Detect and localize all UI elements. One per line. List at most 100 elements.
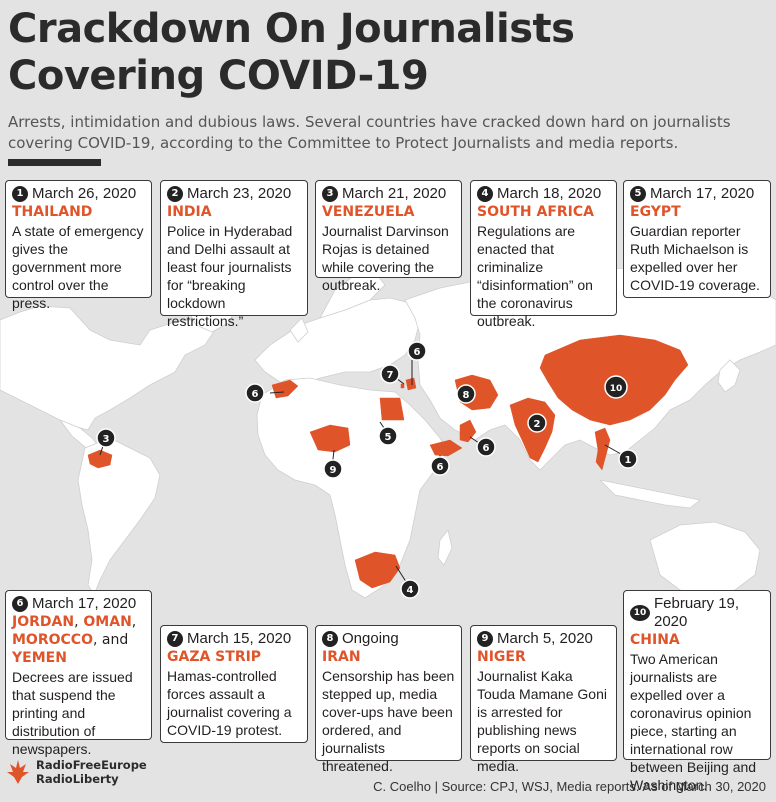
card-date: March 17, 2020	[650, 185, 755, 202]
card-country: INDIA	[167, 204, 212, 220]
card-china: 10 February 19, 2020 CHINA Two American j…	[623, 590, 771, 793]
land-north-america	[0, 305, 216, 431]
land-scandinavia	[319, 271, 386, 319]
country-morocco	[271, 379, 299, 399]
number-badge: 9	[477, 631, 493, 647]
card-body: Hamas-controlled forces assault a journa…	[167, 668, 292, 738]
marker-6-oman: 6	[476, 437, 496, 457]
card-date: March 26, 2020	[32, 185, 137, 202]
country-venezuela	[87, 449, 113, 469]
country-jordan-label: JORDAN	[12, 614, 75, 630]
logo-line-2: RadioLiberty	[36, 772, 119, 786]
svg-text:6: 6	[483, 443, 490, 454]
card-country: VENEZUELA	[322, 204, 415, 220]
number-badge: 5	[630, 186, 646, 202]
title-line-2: Covering COVID-19	[8, 53, 429, 99]
country-south-africa	[354, 551, 401, 589]
number-badge: 4	[477, 186, 493, 202]
land-africa	[256, 377, 449, 599]
card-body: Censorship has been stepped up, media co…	[322, 668, 455, 774]
card-date: March 5, 2020	[497, 630, 593, 647]
country-egypt	[379, 397, 405, 421]
card-gaza-strip: 7 March 15, 2020 GAZA STRIP Hamas-control…	[160, 625, 308, 743]
land-australia	[649, 521, 761, 596]
number-badge: 6	[12, 596, 28, 612]
number-badge: 8	[322, 631, 338, 647]
world-map: 1 2 3 4 5 6 6 6 6 7 8 9 10	[0, 267, 776, 599]
card-body: Decrees are issued that suspend the prin…	[12, 669, 133, 757]
land-japan	[717, 359, 741, 393]
marker-3: 3	[96, 428, 116, 448]
marker-8: 8	[456, 384, 476, 404]
page-title: Crackdown On Journalists Covering COVID-…	[8, 6, 768, 100]
svg-text:6: 6	[437, 462, 444, 473]
card-country: EGYPT	[630, 204, 681, 220]
number-badge: 3	[322, 186, 338, 202]
card-south-africa: 4 March 18, 2020 SOUTH AFRICA Regulations…	[470, 180, 617, 329]
card-country: JORDAN, OMAN, MOROCCO, and YEMEN	[12, 614, 137, 666]
svg-text:6: 6	[414, 347, 421, 358]
card-date: March 18, 2020	[497, 185, 602, 202]
logo-line-1: RadioFreeEurope	[36, 758, 147, 772]
country-oman-label: OMAN	[83, 614, 132, 630]
marker-7: 7	[380, 364, 400, 384]
page-subtitle: Arrests, intimidation and dubious laws. …	[8, 113, 731, 152]
title-line-1: Crackdown On Journalists	[8, 6, 575, 52]
card-country: THAILAND	[12, 204, 93, 220]
marker-2: 2	[527, 413, 547, 433]
marker-10: 10	[604, 375, 628, 399]
card-body: Guardian reporter Ruth Michaelson is exp…	[630, 223, 760, 293]
country-thailand	[594, 427, 611, 471]
card-date: March 23, 2020	[187, 185, 292, 202]
card-body: Regulations are enacted that criminalize…	[477, 223, 593, 329]
land-masses	[0, 267, 776, 599]
card-venezuela: 3 March 21, 2020 VENEZUELA Journalist Dar…	[315, 180, 462, 293]
card-country: NIGER	[477, 649, 526, 665]
marker-4: 4	[400, 579, 420, 599]
map-markers: 1 2 3 4 5 6 6 6 6 7 8 9 10	[96, 341, 638, 599]
card-egypt: 5 March 17, 2020 EGYPT Guardian reporter …	[623, 180, 771, 298]
card-body: Journalist Kaka Touda Mamane Goni is arr…	[477, 668, 607, 774]
land-south-america	[77, 437, 161, 596]
land-uk	[289, 317, 309, 343]
card-thailand: 1 March 26, 2020 THAILAND A state of emer…	[5, 180, 152, 311]
marker-9: 9	[323, 459, 343, 479]
card-date: March 17, 2020	[32, 595, 137, 612]
card-country: SOUTH AFRICA	[477, 204, 594, 220]
card-iran: 8 Ongoing IRAN Censorship has been steppe…	[315, 625, 462, 774]
card-country: GAZA STRIP	[167, 649, 262, 665]
svg-text:6: 6	[252, 389, 259, 400]
svg-text:1: 1	[625, 455, 632, 466]
svg-text:8: 8	[463, 390, 470, 401]
country-morocco-label: MOROCCO	[12, 632, 93, 648]
svg-text:5: 5	[385, 432, 392, 443]
card-date: March 21, 2020	[342, 185, 447, 202]
flame-logo-icon	[7, 760, 29, 784]
svg-text:7: 7	[387, 370, 394, 381]
number-badge: 7	[167, 631, 183, 647]
card-country: CHINA	[630, 632, 680, 648]
country-yemen-label: YEMEN	[12, 650, 67, 666]
svg-text:9: 9	[330, 465, 337, 476]
marker-5: 5	[378, 426, 398, 446]
card-country: IRAN	[322, 649, 361, 665]
marker-6-jordan: 6	[407, 341, 427, 361]
land-indonesia	[598, 479, 701, 509]
marker-6-yemen: 6	[430, 456, 450, 476]
card-body: Two American journalists are expelled ov…	[630, 651, 757, 793]
card-india: 2 March 23, 2020 INDIA Police in Hyderaba…	[160, 180, 308, 329]
title-rule	[8, 159, 101, 166]
svg-text:10: 10	[610, 384, 623, 394]
svg-text:3: 3	[103, 434, 110, 445]
card-date: February 19, 2020	[654, 595, 740, 630]
number-badge: 10	[630, 605, 650, 621]
card-body: Journalist Darvinson Rojas is detained w…	[322, 223, 449, 293]
card-date: Ongoing	[342, 630, 399, 647]
land-madagascar	[437, 529, 453, 566]
svg-text:2: 2	[534, 419, 541, 430]
number-badge: 2	[167, 186, 183, 202]
marker-6-morocco: 6	[245, 383, 265, 403]
svg-text:4: 4	[407, 585, 414, 596]
marker-1: 1	[618, 449, 638, 469]
source-credit: C. Coelho | Source: CPJ, WSJ, Media repo…	[373, 779, 766, 794]
